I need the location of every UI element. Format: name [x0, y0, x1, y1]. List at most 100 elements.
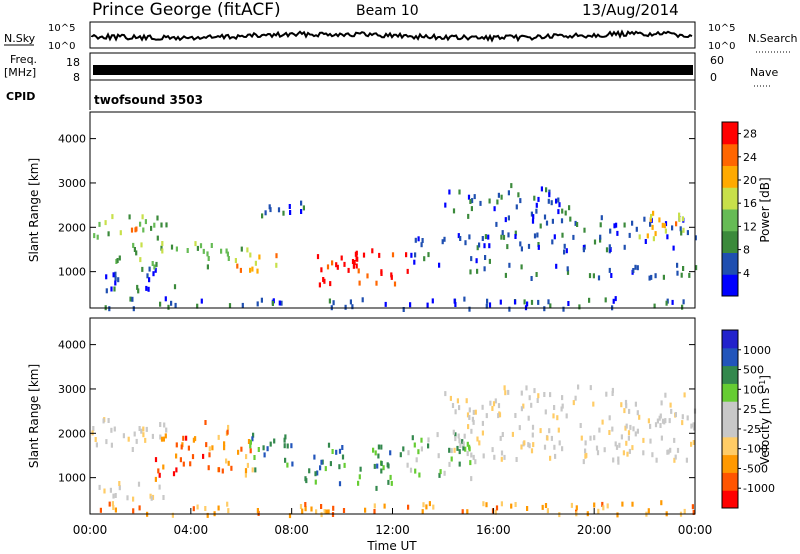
heatmap-cell	[632, 268, 635, 273]
heatmap-cell	[647, 418, 650, 424]
heatmap-cell	[275, 262, 278, 268]
heatmap-cell	[406, 268, 409, 274]
heatmap-cell	[251, 266, 254, 272]
heatmap-cell	[234, 258, 237, 263]
heatmap-cell	[220, 248, 223, 254]
heatmap-cell	[611, 426, 614, 432]
heatmap-cell	[660, 500, 663, 506]
heatmap-cell	[691, 504, 694, 510]
heatmap-cell	[104, 220, 107, 226]
heatmap-cell	[301, 508, 304, 514]
heatmap-cell	[537, 196, 540, 202]
heatmap-cell	[694, 235, 697, 241]
heatmap-cell	[468, 234, 471, 240]
heatmap-cell	[137, 288, 140, 294]
heatmap-cell	[262, 445, 265, 451]
heatmap-cell	[588, 297, 591, 303]
heatmap-cell	[523, 440, 526, 446]
heatmap-cell	[320, 459, 323, 465]
heatmap-cell	[320, 504, 323, 509]
heatmap-cell	[324, 466, 327, 472]
heatmap-cell	[114, 276, 117, 282]
colorbar-tick-label: -500	[743, 462, 768, 475]
heatmap-cell	[673, 437, 676, 443]
heatmap-cell	[515, 204, 518, 210]
heatmap-cell	[665, 300, 668, 306]
heatmap-cell	[537, 242, 540, 247]
heatmap-cell	[469, 269, 472, 275]
heatmap-cell	[136, 284, 139, 290]
power-colorbar-label: Power [dB]	[758, 177, 772, 242]
heatmap-cell	[122, 433, 125, 439]
heatmap-cell	[344, 304, 347, 310]
heatmap-cell	[497, 413, 500, 419]
heatmap-cell	[468, 415, 471, 420]
heatmap-cell	[161, 241, 164, 246]
heatmap-cell	[493, 206, 496, 212]
heatmap-cell	[459, 443, 462, 448]
heatmap-cell	[474, 409, 477, 415]
heatmap-cell	[127, 436, 130, 442]
heatmap-cell	[112, 493, 115, 499]
heatmap-cell	[531, 424, 535, 430]
heatmap-cell	[625, 403, 628, 409]
heatmap-cell	[196, 245, 199, 251]
heatmap-cell	[482, 501, 485, 507]
heatmap-cell	[174, 302, 177, 308]
colorbar-tick-label: -100	[743, 443, 768, 456]
heatmap-cell	[631, 501, 634, 507]
heatmap-cell	[205, 442, 208, 448]
heatmap-cell	[226, 251, 229, 257]
heatmap-cell	[237, 449, 240, 455]
heatmap-cell	[142, 426, 145, 432]
heatmap-cell	[466, 441, 469, 447]
heatmap-cell	[99, 507, 102, 513]
colorbar-swatch	[722, 209, 738, 232]
heatmap-cell	[620, 402, 623, 408]
heatmap-cell	[643, 216, 646, 222]
heatmap-cell	[646, 233, 649, 239]
heatmap-cell	[563, 243, 566, 249]
heatmap-cell	[165, 427, 168, 433]
heatmap-cell	[151, 494, 155, 500]
heatmap-cell	[95, 442, 98, 448]
heatmap-cell	[310, 506, 313, 512]
heatmap-cell	[664, 221, 668, 227]
heatmap-cell	[495, 505, 499, 511]
heatmap-cell	[488, 243, 491, 249]
heatmap-cell	[92, 426, 95, 431]
heatmap-cell	[621, 501, 624, 507]
heatmap-cell	[615, 444, 619, 450]
heatmap-cell	[244, 472, 247, 478]
heatmap-cell	[454, 436, 457, 442]
colorbar-tick-label: 24	[743, 151, 757, 164]
power-panel-frame	[89, 111, 696, 309]
heatmap-cell	[575, 505, 578, 511]
heatmap-cell	[375, 485, 378, 491]
heatmap-cell	[532, 442, 535, 448]
heatmap-cell	[685, 457, 688, 463]
heatmap-cell	[264, 210, 267, 216]
heatmap-cell	[114, 493, 117, 498]
heatmap-cell	[472, 409, 475, 415]
heatmap-cell	[506, 244, 509, 250]
heatmap-cell	[387, 479, 390, 485]
heatmap-cell	[644, 239, 647, 244]
heatmap-cell	[128, 214, 131, 220]
colorbar-swatch	[722, 419, 738, 438]
heatmap-cell	[485, 413, 488, 419]
heatmap-cell	[584, 440, 587, 446]
heatmap-cell	[114, 507, 117, 513]
heatmap-cell	[554, 453, 557, 459]
heatmap-cell	[160, 436, 164, 442]
heatmap-cell	[579, 423, 582, 428]
heatmap-cell	[578, 304, 581, 310]
heatmap-cell	[461, 509, 464, 515]
heatmap-cell	[682, 227, 685, 233]
heatmap-cell	[256, 508, 259, 513]
heatmap-cell	[479, 200, 482, 206]
heatmap-cell	[561, 403, 564, 409]
heatmap-cell	[649, 221, 652, 227]
heatmap-cell	[448, 447, 451, 453]
heatmap-cell	[503, 454, 506, 460]
